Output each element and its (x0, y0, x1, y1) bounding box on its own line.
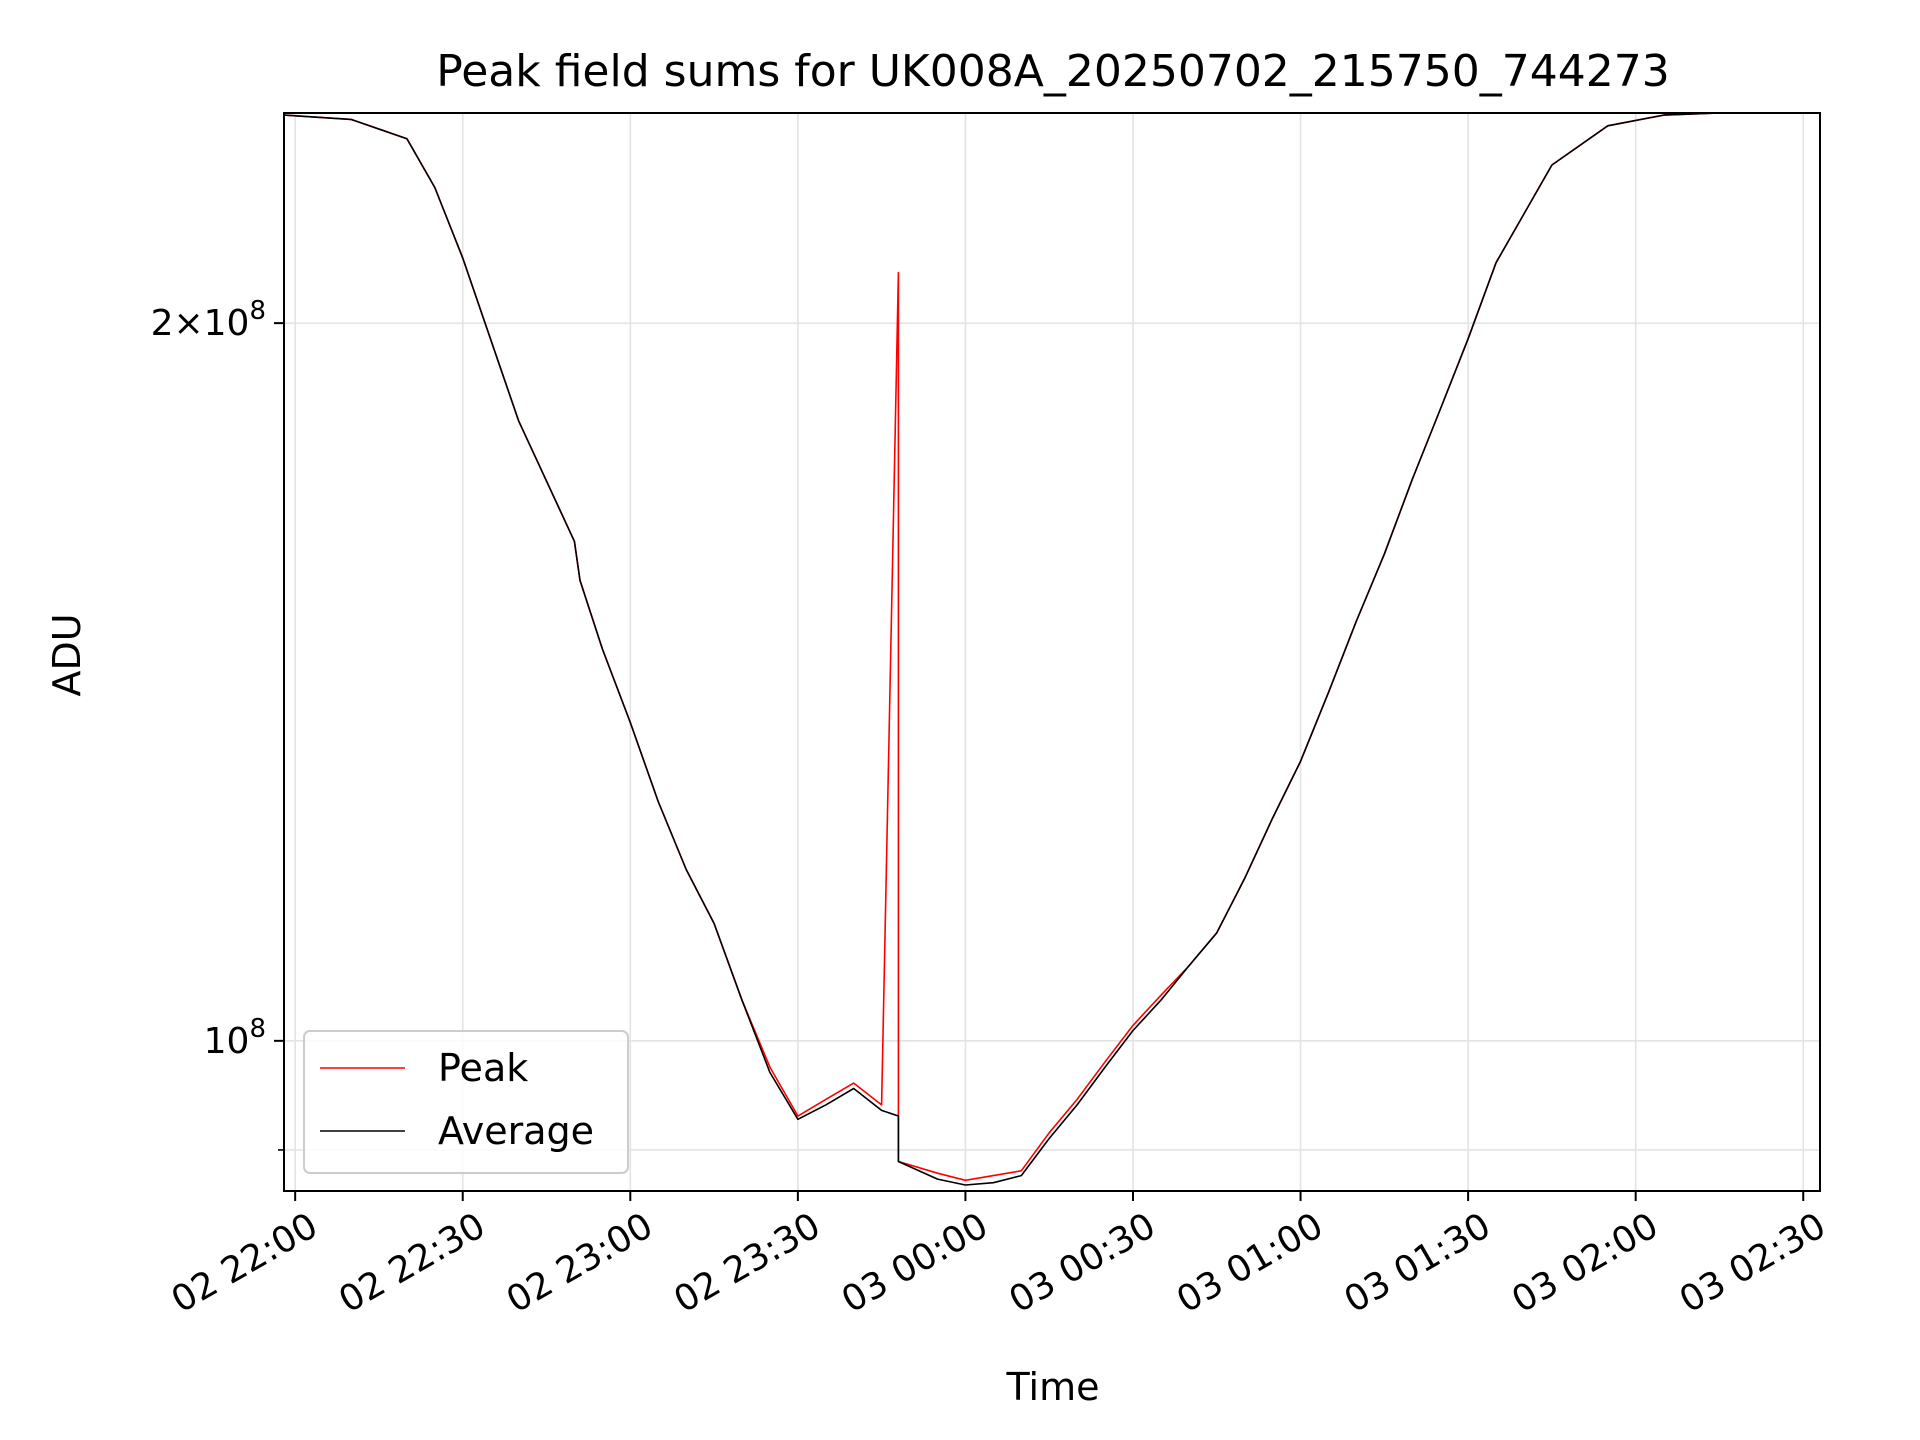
series-line-average (284, 113, 1820, 1186)
legend: Peak Average (303, 1030, 629, 1174)
chart-title: Peak field sums for UK008A_20250702_2157… (436, 46, 1669, 97)
grid (284, 113, 1820, 1191)
y-tick-label: 108 (204, 1014, 266, 1062)
plot-area (283, 112, 1821, 1192)
y-axis: 108 2×108 (151, 296, 284, 1151)
legend-label-average: Average (438, 1109, 594, 1153)
legend-label-peak: Peak (438, 1046, 528, 1090)
y-axis-label: ADU (45, 613, 89, 696)
plot-background (284, 113, 1820, 1191)
series-layer (284, 113, 1820, 1186)
x-axis-label: Time (1006, 1365, 1100, 1409)
y-tick-label: 2×108 (151, 296, 266, 344)
plot-frame (283, 112, 1821, 1192)
legend-box (303, 1030, 629, 1174)
